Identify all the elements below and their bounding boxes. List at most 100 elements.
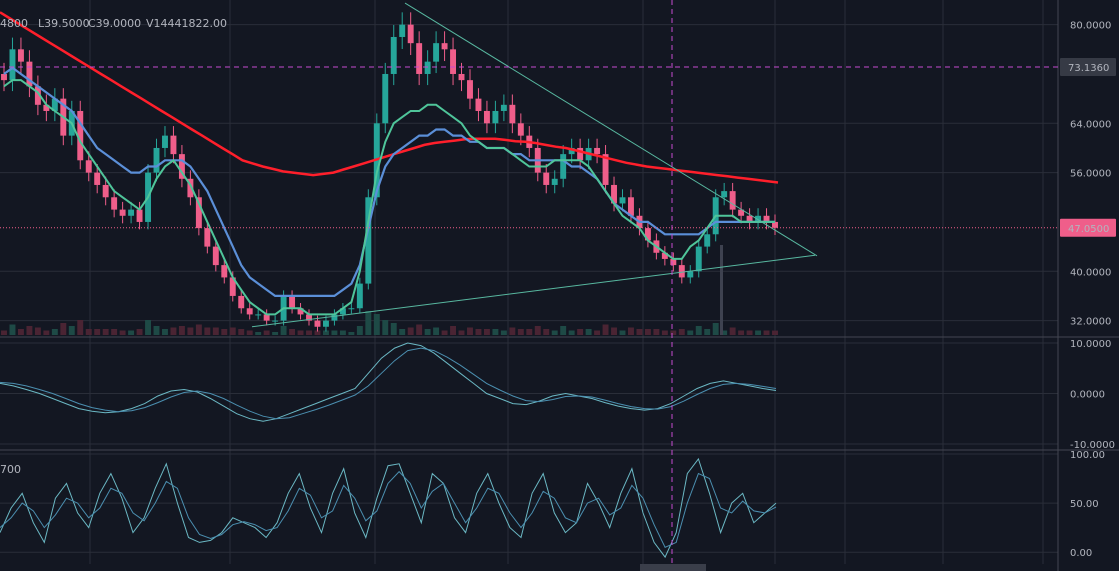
volume-bar-55 <box>467 327 473 335</box>
volume-bar-59 <box>500 330 507 335</box>
trendline-upper[interactable] <box>404 2 818 257</box>
crosshair-price-badge-bg <box>1060 57 1116 76</box>
candle-30 <box>255 309 262 320</box>
candle-body-71 <box>602 154 609 185</box>
volume-bar-58 <box>492 329 499 335</box>
volume-bar-88 <box>746 330 753 335</box>
price-tick-2: 56.0000 <box>1070 169 1111 180</box>
candle-body-88 <box>746 215 753 222</box>
price-tick-1: 64.0000 <box>1070 119 1111 130</box>
candle-body-36 <box>306 314 312 321</box>
candle-body-56 <box>475 98 482 111</box>
candle-46 <box>390 24 397 86</box>
volume-bar-49 <box>416 324 423 335</box>
candle-49 <box>416 31 423 86</box>
crosshair <box>0 0 1058 566</box>
stoch-tick-0: 100.00 <box>1070 450 1105 461</box>
volume-bar-23 <box>195 324 202 335</box>
volume-bar-41 <box>348 332 355 335</box>
volume-bar-62 <box>526 329 533 335</box>
volume-bar-71 <box>602 324 609 335</box>
candle-body-91 <box>772 221 778 228</box>
candle-body-65 <box>551 178 558 185</box>
candle-60 <box>509 94 516 134</box>
candle-18 <box>153 138 160 182</box>
sma-slow-line <box>3 66 775 297</box>
candle-body-53 <box>450 49 457 74</box>
candle-66 <box>560 145 567 188</box>
candle-13 <box>111 189 118 218</box>
candle-body-13 <box>111 197 118 210</box>
volume-bar-57 <box>483 329 490 335</box>
oscillator-panel[interactable] <box>0 342 777 422</box>
volume-bar-75 <box>636 329 643 335</box>
grid-layer <box>0 0 1058 564</box>
price-panel[interactable] <box>0 2 818 335</box>
volume-bar-5 <box>43 330 50 335</box>
candle-body-10 <box>85 160 92 173</box>
volume-bar-84 <box>712 323 719 335</box>
candle-body-43 <box>365 197 372 284</box>
stochastic-panel[interactable] <box>0 457 777 559</box>
volume-bar-8 <box>68 326 75 335</box>
crosshair-price-label: 73.1360 <box>1068 63 1109 74</box>
volume-bar-36 <box>306 330 312 335</box>
candle-body-15 <box>128 209 135 216</box>
volume-bar-29 <box>246 330 253 335</box>
volume-bar-89 <box>755 330 762 335</box>
volume-bar-32 <box>272 332 279 335</box>
volume-bar-38 <box>322 330 329 335</box>
candle-80 <box>678 258 685 284</box>
candle-39 <box>331 309 338 326</box>
candle-body-86 <box>729 191 736 210</box>
candle-body-72 <box>611 184 617 204</box>
candle-body-16 <box>136 209 143 222</box>
ohlc-legend: 4800 L39.5000 C39.0000 V14441822.00 700 <box>0 17 227 476</box>
volume-bar-28 <box>238 329 245 335</box>
candle-88 <box>746 208 753 230</box>
candle-58 <box>492 100 499 134</box>
candle-53 <box>450 37 457 86</box>
price-axis[interactable]: 80.0000 64.0000 56.0000 40.0000 32.0000 10.00… <box>1070 21 1115 560</box>
candle-body-22 <box>187 178 194 198</box>
candle-body-80 <box>678 265 685 278</box>
candle-48 <box>407 12 414 56</box>
volume-bar-50 <box>424 329 431 335</box>
stochastic-param-label: 700 <box>0 463 21 476</box>
candle-body-3 <box>26 61 33 87</box>
candle-41 <box>348 303 355 314</box>
volume-bars <box>1 245 778 335</box>
candle-9 <box>77 100 84 170</box>
candle-15 <box>128 201 135 224</box>
candle-87 <box>738 201 745 224</box>
volume-bar-74 <box>628 327 634 335</box>
trendline-lower[interactable] <box>251 254 816 328</box>
stochastic-k-line <box>0 457 777 559</box>
volume-bar-16 <box>136 329 143 335</box>
candle-body-54 <box>458 73 465 81</box>
candle-body-46 <box>390 36 397 74</box>
candle-body-28 <box>238 295 245 309</box>
volume-bar-77 <box>653 329 660 335</box>
volume-bar-60 <box>509 327 516 335</box>
volume-bar-37 <box>314 330 321 335</box>
candle-body-40 <box>339 308 346 315</box>
candle-body-9 <box>77 110 84 161</box>
candle-body-51 <box>433 43 440 62</box>
volume-bar-87 <box>738 330 745 335</box>
volume-bar-48 <box>407 327 414 335</box>
candle-85 <box>721 182 728 206</box>
candle-body-30 <box>255 314 262 316</box>
volume-bar-17 <box>145 320 151 335</box>
candle-body-74 <box>628 197 634 216</box>
price-tick-3: 40.0000 <box>1070 267 1111 278</box>
candle-57 <box>483 100 490 134</box>
volume-bar-61 <box>517 329 524 335</box>
candle-22 <box>187 170 194 206</box>
candle-body-31 <box>263 314 270 321</box>
candle-65 <box>551 170 558 194</box>
